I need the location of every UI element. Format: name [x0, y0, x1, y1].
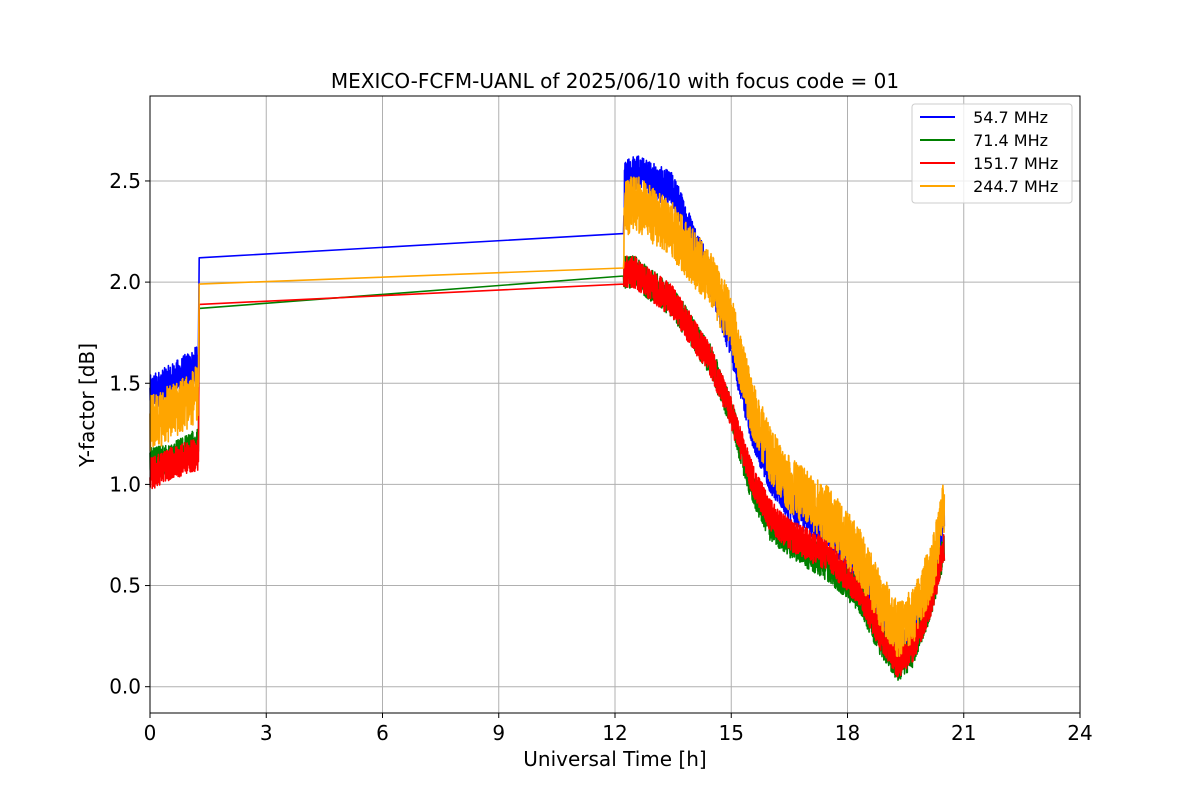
- legend-label: 151.7 MHz: [968, 154, 1058, 173]
- y-tick-label: 0.5: [109, 574, 141, 598]
- x-tick-label: 18: [835, 721, 860, 745]
- x-tick-label: 0: [144, 721, 157, 745]
- ticks: 0 3 6 9 12 15 18 21 24 0.0 0.5 1.0 1.5 2.0 2.5: [109, 169, 1093, 745]
- series-line-3: [149, 176, 946, 658]
- series-line-2: [149, 255, 946, 678]
- y-tick-label: 2.5: [109, 169, 141, 193]
- y-tick-label: 1.5: [109, 371, 141, 395]
- x-tick-label: 21: [951, 721, 976, 745]
- x-tick-label: 3: [260, 721, 273, 745]
- chart-title: MEXICO-FCFM-UANL of 2025/06/10 with focu…: [331, 69, 899, 93]
- x-tick-label: 24: [1067, 721, 1092, 745]
- legend-label: 54.7 MHz: [968, 108, 1048, 127]
- legend: 54.7 MHz 71.4 MHz 151.7 MHz 244.7 MHz: [911, 103, 1073, 204]
- legend-label: 244.7 MHz: [968, 177, 1058, 196]
- y-axis-label: Y-factor [dB]: [75, 343, 99, 468]
- x-tick-label: 12: [602, 721, 627, 745]
- x-axis-label: Universal Time [h]: [523, 747, 706, 771]
- x-tick-label: 9: [492, 721, 505, 745]
- y-tick-label: 2.0: [109, 270, 141, 294]
- series-layer: [149, 155, 946, 681]
- series-line-1: [149, 255, 946, 681]
- series-line-0: [149, 155, 946, 675]
- x-tick-label: 15: [719, 721, 744, 745]
- y-tick-label: 1.0: [109, 472, 141, 496]
- legend-label: 71.4 MHz: [968, 131, 1048, 150]
- y-tick-label: 0.0: [109, 675, 141, 699]
- legend-box: [911, 103, 1073, 204]
- x-tick-label: 6: [376, 721, 389, 745]
